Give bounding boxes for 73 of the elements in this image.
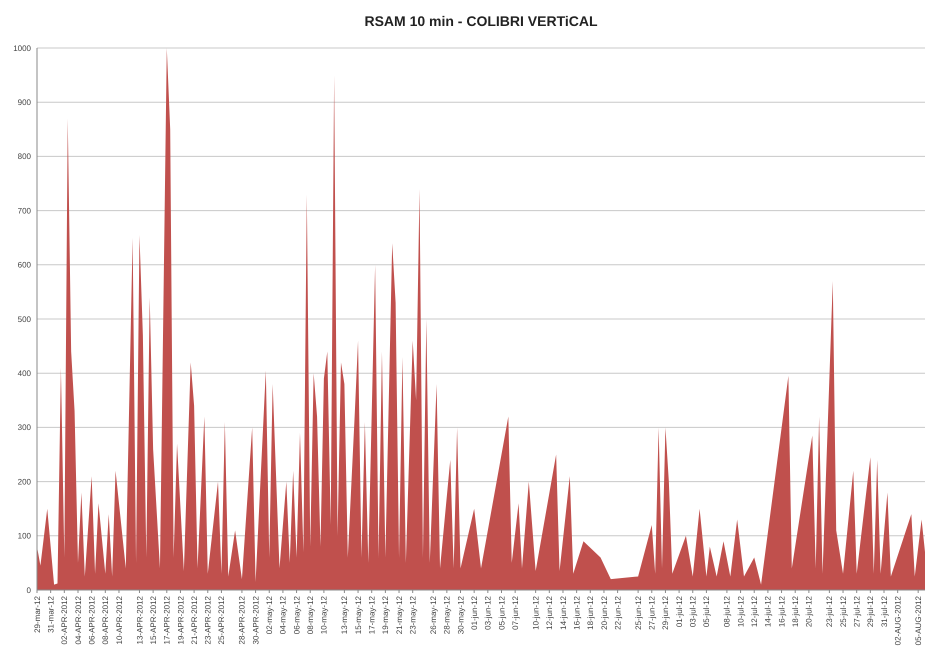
x-tick-label: 03-jul-12 [688,595,698,628]
x-tick-label: 15-APR-2012 [148,595,158,644]
y-tick-label: 0 [26,586,32,595]
x-tick-label: 23-jul-12 [825,595,834,628]
x-tick-label: 19-APR-2012 [176,595,186,644]
x-tick-label: 31-jul-12 [880,595,889,628]
x-tick-label: 23-may-12 [408,595,418,634]
x-tick-label: 30-may-12 [456,595,466,634]
x-tick-label: 27-jun-12 [648,595,657,630]
x-tick-label: 28-APR-2012 [238,595,247,644]
x-tick-label: 18-jul-12 [791,595,800,628]
y-tick-label: 100 [18,532,32,541]
x-tick-label: 29-mar-12 [32,595,42,633]
x-tick-label: 15-may-12 [354,595,363,634]
x-tick-label: 18-jun-12 [586,595,596,630]
y-tick-label: 700 [18,206,32,216]
x-tick-label: 08-APR-2012 [101,595,110,644]
x-tick-label: 25-jun-12 [634,595,643,630]
x-tick-label: 12-jul-12 [750,595,760,628]
x-tick-label: 10-jun-12 [531,595,540,630]
x-tick-label: 17-may-12 [368,595,377,634]
x-tick-label: 14-jun-12 [558,595,568,630]
x-tick-label: 28-may-12 [442,595,452,634]
x-tick-label: 10-jul-12 [736,595,746,628]
x-tick-label: 21-may-12 [394,595,404,634]
x-tick-label: 08-jul-12 [722,595,732,628]
x-tick-label: 30-APR-2012 [251,595,260,644]
x-tick-label: 29-jul-12 [866,595,876,628]
x-tick-label: 04-may-12 [278,595,288,634]
x-tick-label: 02-may-12 [265,595,274,634]
x-tick-label: 10-may-12 [320,595,329,634]
x-tick-label: 20-jul-12 [804,595,814,628]
x-tick-label: 13-APR-2012 [135,595,144,644]
x-tick-label: 16-jun-12 [572,595,582,630]
x-tick-label: 10-APR-2012 [114,595,124,644]
x-tick-label: 25-jul-12 [838,595,848,628]
x-tick-label: 13-may-12 [340,595,350,634]
x-tick-label: 02-APR-2012 [60,595,70,644]
x-tick-label: 25-APR-2012 [217,595,226,644]
x-tick-label: 03-jun-12 [484,595,493,630]
x-tick-label: 02-AUG-2012 [893,595,902,646]
x-tick-label: 12-jun-12 [545,595,554,630]
x-tick-label: 06-APR-2012 [87,595,96,644]
x-tick-label: 08-may-12 [306,595,316,634]
x-tick-label: 29-jun-12 [661,595,670,630]
x-tick-label: 16-jul-12 [777,595,786,628]
x-tick-label: 17-APR-2012 [162,595,172,644]
x-tick-label: 01-jul-12 [674,595,684,628]
y-tick-label: 400 [18,369,32,378]
x-tick-label: 21-APR-2012 [190,595,199,644]
x-tick-label: 05-jun-12 [497,595,506,630]
x-tick-label: 05-jul-12 [702,595,712,628]
chart-title: RSAM 10 min - COLIBRI VERTiCAL [364,13,598,29]
x-tick-label: 19-may-12 [381,595,390,634]
x-tick-label: 04-APR-2012 [74,595,83,644]
x-tick-label: 07-jun-12 [510,595,520,630]
y-tick-label: 200 [18,477,32,486]
x-tick-label: 31-mar-12 [46,595,56,633]
x-tick-label: 20-jun-12 [600,595,609,630]
x-tick-label: 22-jun-12 [613,595,622,630]
y-tick-label: 500 [18,314,32,324]
y-tick-label: 900 [18,98,32,107]
x-tick-label: 01-jun-12 [470,595,479,630]
x-tick-label: 14-jul-12 [764,595,773,628]
x-tick-label: 05-AUG-2012 [914,595,923,646]
y-tick-label: 1000 [13,44,32,53]
x-tick-label: 06-may-12 [292,595,302,634]
y-tick-label: 800 [18,152,32,162]
y-tick-label: 600 [18,260,32,270]
y-tick-label: 300 [18,423,32,432]
x-tick-label: 27-jul-12 [852,595,862,628]
x-tick-label: 23-APR-2012 [204,595,213,644]
x-tick-label: 26-may-12 [428,595,438,634]
